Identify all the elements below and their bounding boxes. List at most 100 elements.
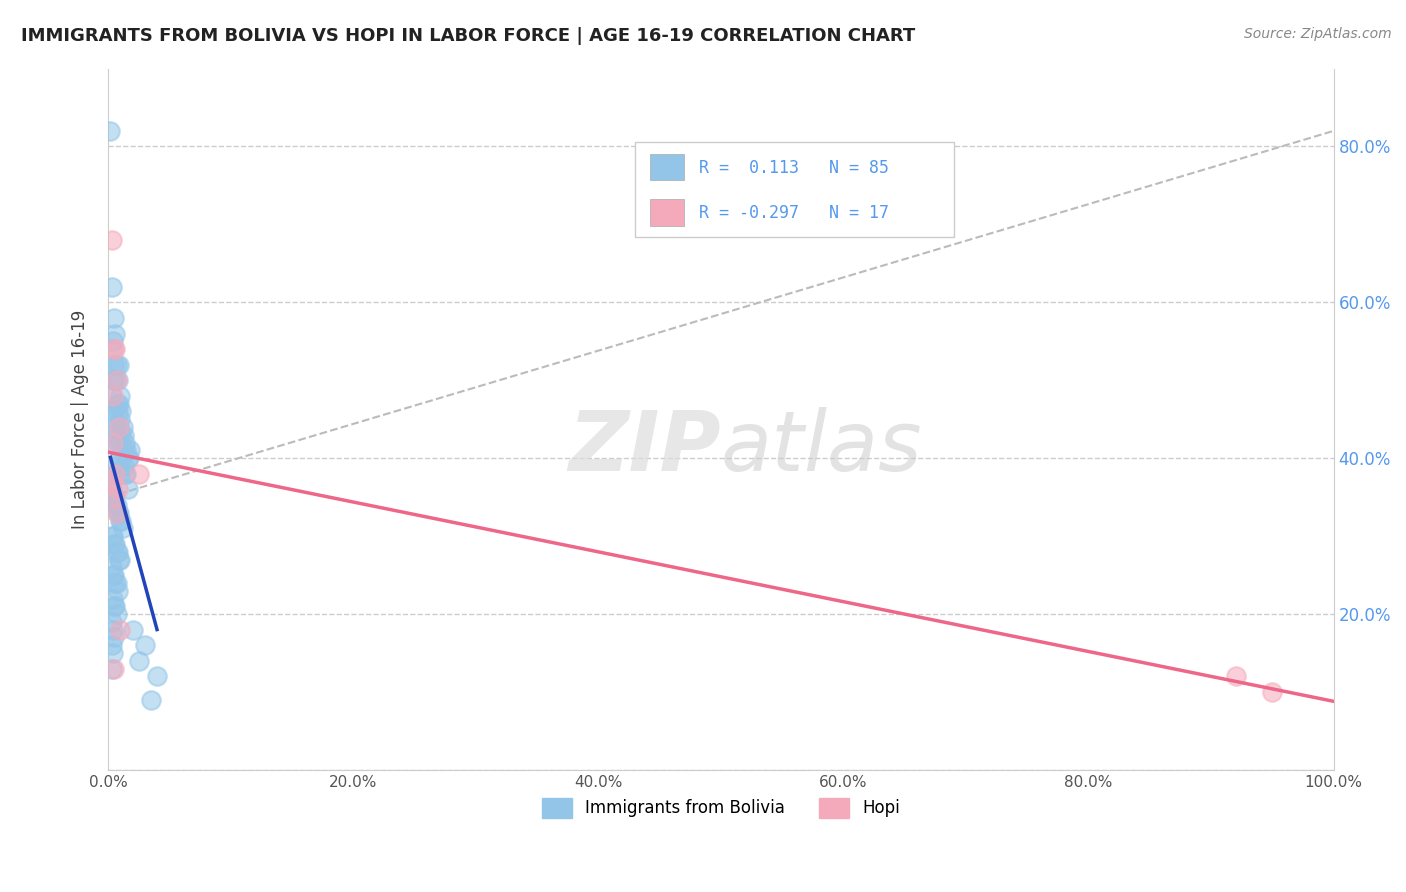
Point	[112, 427, 135, 442]
Point	[100, 529, 122, 543]
Point	[110, 467, 132, 481]
Point	[115, 443, 138, 458]
FancyBboxPatch shape	[650, 153, 685, 180]
Point	[103, 310, 125, 325]
Point	[105, 458, 128, 473]
Point	[101, 623, 124, 637]
Point	[108, 358, 131, 372]
Point	[118, 443, 141, 458]
Point	[100, 389, 122, 403]
Point	[111, 420, 134, 434]
Text: R = -0.297   N = 17: R = -0.297 N = 17	[699, 204, 889, 222]
Point	[103, 342, 125, 356]
Point	[105, 358, 128, 372]
Point	[107, 373, 129, 387]
Text: atlas: atlas	[721, 407, 922, 488]
Point	[104, 342, 127, 356]
Point	[115, 467, 138, 481]
Point	[104, 326, 127, 341]
Point	[107, 483, 129, 497]
Point	[101, 412, 124, 426]
Point	[103, 599, 125, 614]
Point	[108, 552, 131, 566]
Point	[103, 490, 125, 504]
Point	[103, 631, 125, 645]
Point	[108, 506, 131, 520]
Point	[104, 373, 127, 387]
Point	[103, 537, 125, 551]
Point	[105, 427, 128, 442]
Point	[114, 467, 136, 481]
Text: ZIP: ZIP	[568, 407, 721, 488]
Point	[105, 397, 128, 411]
Point	[1261, 685, 1284, 699]
Point	[110, 623, 132, 637]
Point	[110, 514, 132, 528]
Point	[101, 435, 124, 450]
Point	[101, 334, 124, 349]
Point	[108, 451, 131, 466]
Point	[100, 662, 122, 676]
Point	[100, 124, 122, 138]
Point	[128, 467, 150, 481]
Point	[110, 451, 132, 466]
Point	[118, 451, 141, 466]
Point	[117, 451, 139, 466]
Point	[103, 490, 125, 504]
Point	[111, 443, 134, 458]
Point	[110, 389, 132, 403]
Point	[104, 498, 127, 512]
Point	[100, 233, 122, 247]
Point	[100, 475, 122, 489]
Text: Source: ZipAtlas.com: Source: ZipAtlas.com	[1244, 27, 1392, 41]
Point	[111, 521, 134, 535]
Point	[100, 342, 122, 356]
Point	[108, 397, 131, 411]
Point	[107, 583, 129, 598]
Point	[101, 373, 124, 387]
Point	[100, 279, 122, 293]
Point	[105, 607, 128, 621]
Point	[104, 467, 127, 481]
Point	[100, 483, 122, 497]
Point	[101, 591, 124, 606]
Point	[100, 638, 122, 652]
Point	[104, 599, 127, 614]
Point	[107, 404, 129, 418]
Point	[121, 623, 143, 637]
Point	[114, 435, 136, 450]
Text: IMMIGRANTS FROM BOLIVIA VS HOPI IN LABOR FORCE | AGE 16-19 CORRELATION CHART: IMMIGRANTS FROM BOLIVIA VS HOPI IN LABOR…	[21, 27, 915, 45]
Point	[104, 576, 127, 591]
Point	[134, 638, 156, 652]
Point	[103, 568, 125, 582]
FancyBboxPatch shape	[650, 199, 685, 226]
Point	[105, 498, 128, 512]
Point	[107, 545, 129, 559]
Point	[103, 404, 125, 418]
Legend: Immigrants from Bolivia, Hopi: Immigrants from Bolivia, Hopi	[536, 791, 907, 825]
Point	[104, 537, 127, 551]
Point	[110, 404, 132, 418]
Point	[107, 506, 129, 520]
Point	[107, 435, 129, 450]
Point	[103, 358, 125, 372]
Point	[100, 560, 122, 574]
Point	[105, 545, 128, 559]
Point	[104, 420, 127, 434]
Point	[1225, 669, 1247, 683]
Point	[105, 506, 128, 520]
Text: R =  0.113   N = 85: R = 0.113 N = 85	[699, 159, 889, 177]
Point	[100, 475, 122, 489]
Point	[103, 662, 125, 676]
Point	[108, 420, 131, 434]
Point	[146, 669, 169, 683]
Point	[117, 483, 139, 497]
Point	[101, 568, 124, 582]
Point	[110, 412, 132, 426]
Point	[110, 552, 132, 566]
Point	[103, 435, 125, 450]
Y-axis label: In Labor Force | Age 16-19: In Labor Force | Age 16-19	[72, 310, 89, 529]
Point	[112, 458, 135, 473]
Point	[128, 654, 150, 668]
Point	[101, 490, 124, 504]
